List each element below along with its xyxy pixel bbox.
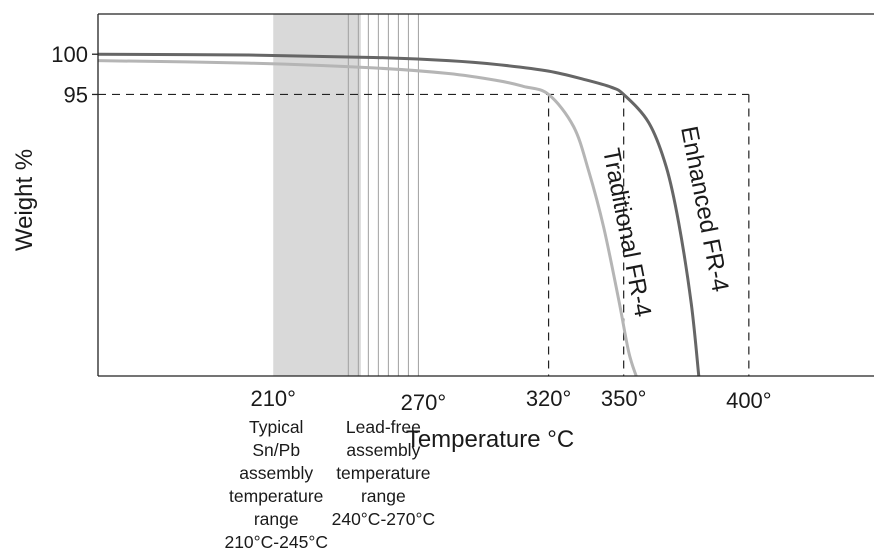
curve-traditional-fr-4 bbox=[97, 59, 638, 377]
snpb-range-label: Typical bbox=[249, 417, 303, 437]
x-tick-label: 320° bbox=[526, 386, 572, 411]
lead-free-range-label: assembly bbox=[346, 440, 420, 460]
curves bbox=[97, 52, 701, 377]
curve-enhanced-fr-4 bbox=[97, 52, 701, 377]
snpb-range-label: 210°C-245°C bbox=[224, 532, 328, 552]
lead-free-range-label: temperature bbox=[336, 463, 430, 483]
axes bbox=[92, 13, 874, 377]
snpb-range-label: assembly bbox=[239, 463, 313, 483]
x-tick-label: 350° bbox=[601, 386, 647, 411]
reference-lines bbox=[98, 93, 750, 376]
y-tick-label: 95 bbox=[64, 82, 88, 107]
lead-free-range-label: Lead-free bbox=[346, 417, 421, 437]
snpb-range-label: temperature bbox=[229, 486, 323, 506]
snpb-range-label: range bbox=[254, 509, 299, 529]
lead-free-range-label: range bbox=[361, 486, 406, 506]
tick-labels: 100 95 210° 270° 320° 350° 400° bbox=[51, 42, 771, 415]
enhanced-fr4-label: Enhanced FR-4 bbox=[675, 124, 734, 294]
x-axis-label: Temperature °C bbox=[406, 426, 574, 453]
x-tick-label: 210° bbox=[250, 386, 296, 411]
temperature-regions bbox=[273, 14, 419, 376]
snpb-region bbox=[273, 14, 361, 376]
snpb-range-label: Sn/Pb bbox=[252, 440, 300, 460]
x-tick-label: 270° bbox=[401, 390, 447, 415]
y-tick-label: 100 bbox=[51, 42, 88, 67]
x-tick-label: 400° bbox=[726, 388, 772, 413]
lead-free-range-label: 240°C-270°C bbox=[332, 509, 436, 529]
y-axis-label: Weight % bbox=[11, 149, 38, 251]
